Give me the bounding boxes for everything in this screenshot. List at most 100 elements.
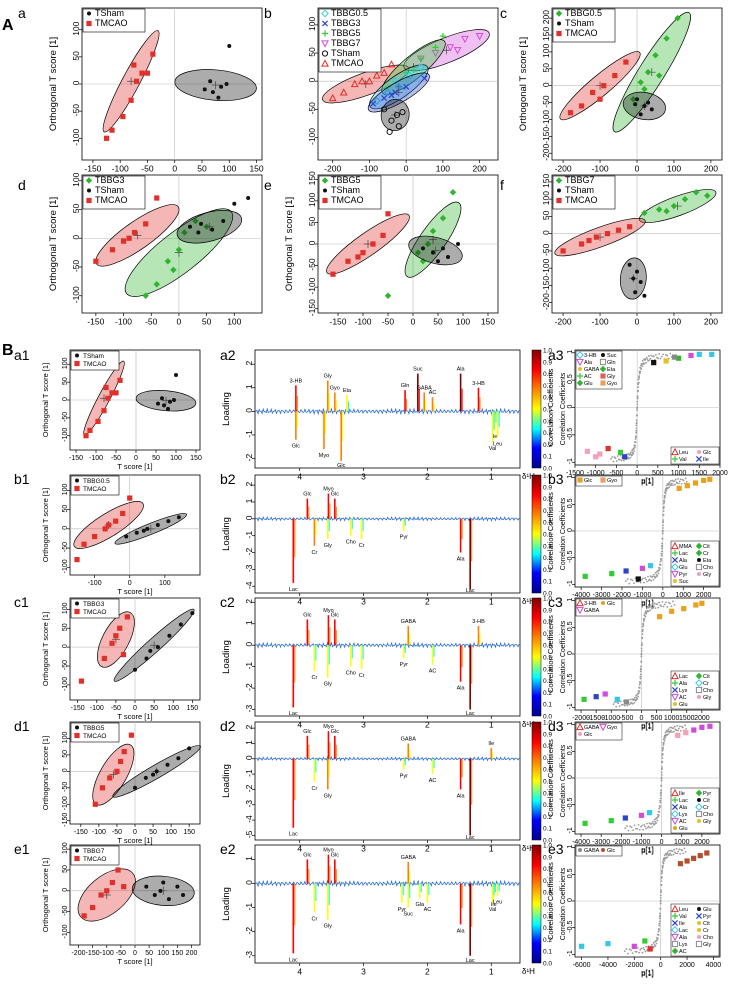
y-tick-label: 0 (244, 755, 254, 760)
legend-marker (576, 372, 584, 380)
loading-point (663, 739, 666, 742)
legend-marker (557, 21, 561, 26)
data-point (148, 648, 153, 653)
x-axis-label: T score [1] (117, 462, 152, 471)
legend-marker (671, 940, 679, 948)
loading-point (629, 456, 632, 459)
x-tick-label: -1000 (587, 470, 605, 477)
loading-point (610, 458, 612, 460)
legend-label: TSham (565, 18, 594, 28)
peak-label: Cr (311, 916, 317, 922)
metabolite-point (699, 600, 705, 606)
data-point (154, 195, 160, 201)
loading-point (661, 767, 663, 770)
data-point (460, 35, 469, 44)
loading-point (672, 727, 675, 730)
data-point (192, 217, 199, 225)
data-point (424, 240, 432, 248)
x-tick-label: 500 (652, 470, 664, 477)
y-tick-label: 100 (541, 191, 551, 205)
x-axis-label: p[1] (641, 846, 654, 855)
legend-label: Val (679, 914, 687, 920)
colorbar-tick-label: 0.6 (543, 767, 552, 774)
loading-point (659, 899, 662, 902)
legend-marker (86, 20, 92, 27)
data-point (387, 60, 396, 68)
data-point (121, 749, 127, 755)
loading-point (612, 703, 615, 706)
loading-point (658, 922, 661, 925)
legend-box (82, 175, 146, 210)
loading-point (615, 460, 618, 462)
data-point (168, 399, 172, 404)
legend-bottom-box (670, 670, 720, 710)
legend-marker (601, 848, 605, 852)
y-tick-label: -100 (307, 277, 317, 294)
metabolite-point (675, 355, 682, 361)
panel-label: c (500, 5, 507, 21)
metabolite-point (582, 573, 588, 579)
legend-marker (576, 598, 584, 607)
loading-point (665, 734, 668, 737)
x-tick-label: -1000 (602, 715, 620, 722)
colorbar-tick-label: 0.4 (543, 543, 552, 550)
legend-marker (695, 563, 703, 571)
legend-marker (75, 601, 79, 606)
loading-point (632, 698, 635, 701)
legend-label: Suc (679, 579, 689, 585)
data-point (601, 83, 607, 89)
loading-point (677, 729, 679, 732)
data-point (113, 518, 119, 524)
legend-label: TBBG7 (565, 175, 595, 185)
data-point (105, 395, 111, 401)
legend-label: Lac (679, 674, 688, 680)
x-tick-label: 50 (152, 455, 160, 462)
legend-marker (671, 679, 679, 687)
peak-label: Eta (343, 388, 352, 394)
colorbar-tick-label: 0.3 (543, 925, 552, 932)
loading-point (668, 849, 670, 852)
x-tick-label: 4 (297, 597, 302, 607)
data-point (392, 89, 399, 96)
legend-marker (671, 671, 679, 680)
x-tick-label: 4000 (706, 962, 722, 969)
loading-point (636, 414, 638, 417)
loading-point (635, 436, 637, 439)
colorbar-tick-label: 0.7 (543, 631, 552, 638)
x-tick-label: 1 (489, 720, 494, 730)
loading-point (660, 880, 663, 883)
colorbar-tick-label: 0.6 (543, 643, 552, 650)
x-tick-label: -4000 (572, 839, 590, 846)
x-tick-label: 200 (704, 164, 718, 174)
loading-point (661, 600, 664, 603)
x-axis-label: δ¹H (522, 720, 535, 729)
loading-point (637, 823, 640, 826)
data-point (170, 266, 177, 274)
panel-Ba1: a1 -150 -100 -50 0 50 100 150 -100 -50 0 50 100 Ortho… (14, 347, 202, 471)
peak-label: Myo (323, 848, 333, 854)
y-tick-label: 1 (567, 475, 574, 479)
loading-point (670, 483, 673, 486)
legend-label: AC (679, 949, 687, 955)
loading-point (635, 429, 638, 432)
y-tick-label: 0.5 (567, 868, 574, 878)
y-tick-label: 2 (244, 599, 254, 604)
data-point (395, 123, 402, 130)
loading-point (662, 865, 664, 867)
data-point (381, 106, 388, 113)
y-tick-label: -0.5 (567, 551, 574, 563)
loading-point (685, 480, 688, 483)
panel-label: a2 (220, 347, 236, 363)
loading-point (639, 581, 642, 584)
x-tick-label: 200 (186, 950, 198, 957)
loading-point (641, 951, 644, 954)
loading-point (660, 552, 663, 555)
data-point (152, 893, 157, 897)
y-tick-label: -3 (244, 800, 254, 808)
peak-label: GABA (401, 619, 417, 625)
data-point (109, 879, 115, 886)
panel-label: b2 (220, 471, 236, 487)
legend-label: AC (584, 374, 592, 380)
loading-point (669, 352, 672, 355)
y-tick-label: 0 (541, 230, 551, 235)
